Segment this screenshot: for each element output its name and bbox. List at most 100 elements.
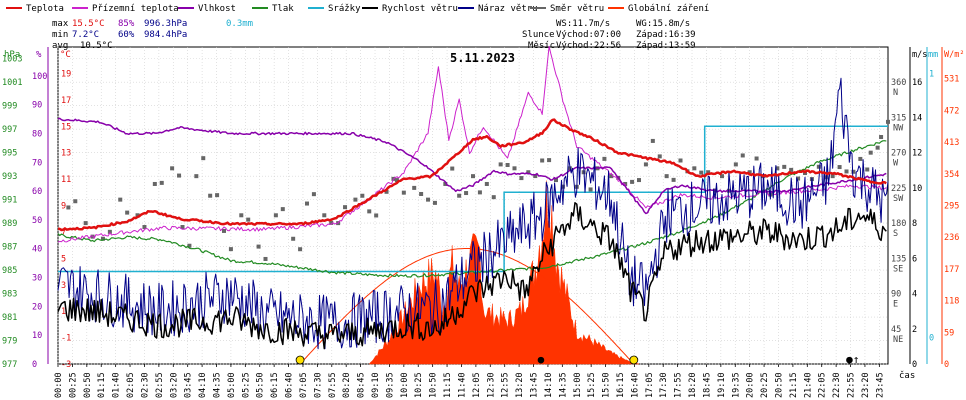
direction-point (540, 158, 545, 163)
direction-point (228, 247, 233, 252)
pressure-tick-label: 989 (2, 219, 17, 229)
pressure-axis-unit: hPa (4, 50, 20, 60)
x-tick-label: 15:50 (602, 372, 612, 398)
radiation-axis-unit: W/m² (944, 50, 964, 60)
direction-point (311, 192, 316, 197)
direction-tick-label: NE (893, 335, 903, 345)
direction-point (796, 176, 801, 181)
stat-max-temp: 15.5°C (72, 19, 105, 29)
x-tick-label: 14:10 (544, 372, 554, 398)
humidity-tick-label: 10 (32, 331, 42, 341)
legend-label: Tlak (272, 4, 294, 14)
x-tick-label: 05:25 (241, 372, 251, 398)
direction-tick-label: S (893, 229, 898, 239)
direction-point (602, 156, 607, 161)
x-tick-label: 18:20 (688, 372, 698, 398)
direction-point (623, 181, 628, 186)
x-tick-label: 21:15 (789, 372, 799, 398)
pressure-tick-label: 979 (2, 337, 17, 347)
legend-label: Vlhkost (198, 4, 236, 14)
direction-point (291, 236, 296, 241)
pressure-tick-label: 1003 (2, 55, 22, 65)
x-tick-label: 00:50 (83, 372, 93, 398)
x-tick-label: 17:30 (659, 372, 669, 398)
direction-point (720, 174, 724, 179)
stat-sun-label: Slunce (522, 30, 555, 40)
x-tick-label: 20:50 (774, 372, 784, 398)
direction-tick-label: SE (893, 264, 903, 274)
x-tick-label: 16:40 (630, 372, 640, 398)
wind-gust-line (57, 77, 889, 350)
legend-label: Globální záření (628, 4, 709, 14)
pressure-tick-label: 977 (2, 360, 17, 370)
x-tick-label: 11:15 (443, 372, 453, 398)
stat-wind-gust: WG:15.8m/s (636, 19, 690, 29)
humidity-axis-unit: % (36, 50, 42, 60)
direction-tick-label: 360 (891, 78, 906, 88)
x-tick-label: 17:55 (674, 372, 684, 398)
rain-line (58, 125, 888, 273)
x-tick-label: 09:35 (385, 372, 395, 398)
stat-moon-rise: Východ:22:56 (556, 41, 621, 51)
wind-tick-label: 0 (912, 360, 917, 370)
chart-title: 5.11.2023 (450, 51, 515, 65)
direction-point (367, 209, 372, 214)
direction-point (560, 184, 565, 189)
direction-point (73, 199, 78, 204)
stat-min-pressure: 984.4hPa (144, 30, 187, 40)
direction-point (135, 213, 140, 218)
direction-point (322, 213, 327, 218)
direction-tick-label: W (893, 159, 899, 169)
x-axis-unit: čas (899, 370, 915, 381)
x-tick-label: 06:15 (270, 372, 280, 398)
wind-tick-label: 6 (912, 254, 917, 264)
ground-temp-line (57, 45, 887, 243)
direction-point (858, 156, 863, 161)
direction-point (547, 158, 552, 163)
direction-point (152, 181, 157, 186)
humidity-tick-label: 0 (32, 360, 37, 370)
direction-point (273, 213, 278, 218)
stat-sun-set: Západ:16:39 (636, 30, 696, 40)
direction-point (187, 243, 192, 248)
humidity-tick-label: 90 (32, 101, 42, 111)
direction-point (879, 135, 884, 140)
direction-point (491, 195, 496, 200)
direction-point (280, 207, 285, 212)
rain-tick-label: 0 (929, 334, 934, 344)
direction-point (208, 193, 213, 198)
radiation-tick-label: 413 (944, 138, 959, 148)
moonrise-marker: ●↑ (846, 353, 859, 366)
stat-moon-set: Západ:13:59 (636, 41, 696, 51)
pressure-tick-label: 999 (2, 102, 17, 112)
x-tick-label: 02:05 (126, 372, 136, 398)
stat-min-temp: 7.2°C (72, 30, 99, 40)
direction-point (419, 191, 424, 196)
direction-point (329, 220, 334, 225)
direction-point (816, 164, 821, 169)
x-tick-label: 20:25 (760, 372, 770, 398)
sunrise-marker (295, 355, 305, 365)
direction-point (868, 150, 873, 155)
direction-point (823, 175, 828, 180)
direction-point (699, 170, 704, 175)
x-tick-label: 07:55 (328, 372, 338, 398)
direction-tick-label: 180 (891, 219, 906, 229)
radiation-area (369, 180, 640, 365)
direction-point (875, 145, 880, 150)
humidity-tick-label: 70 (32, 158, 42, 168)
direction-point (886, 119, 890, 124)
stat-sun-rise: Východ:07:00 (556, 30, 621, 40)
direction-point (692, 166, 697, 171)
direction-point (353, 197, 358, 202)
direction-point (426, 197, 431, 202)
wind-tick-label: 12 (912, 149, 922, 159)
direction-point (118, 197, 123, 202)
rain-axis-unit: mm (928, 50, 938, 60)
direction-point (588, 187, 593, 192)
stat-rain: 0.3mm (226, 19, 253, 29)
x-tick-label: 08:20 (342, 372, 352, 398)
direction-point (775, 166, 780, 171)
x-tick-label: 00:25 (68, 372, 78, 398)
